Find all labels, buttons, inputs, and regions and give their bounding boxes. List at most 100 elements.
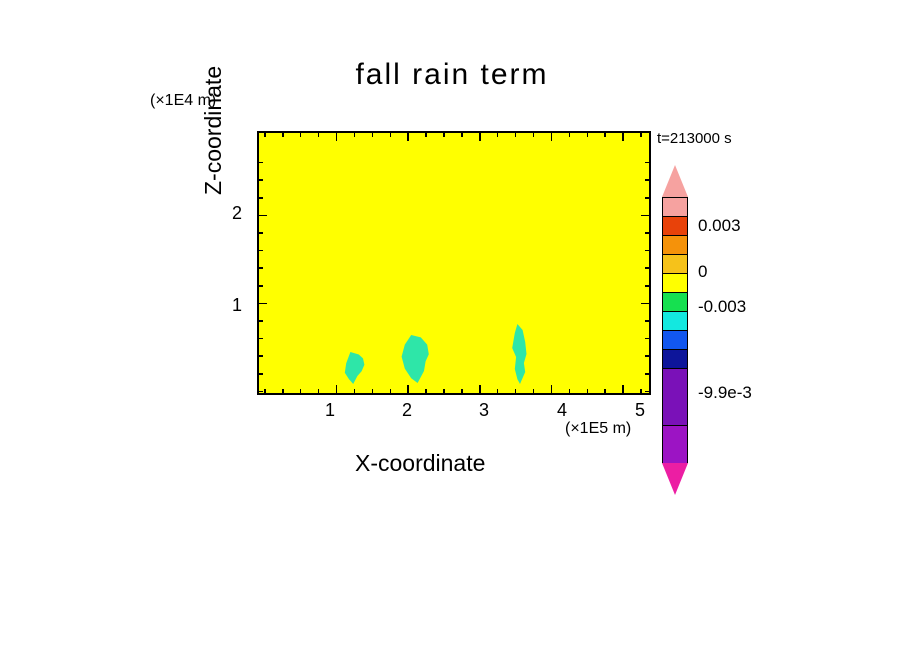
axis-tick-mark: [257, 373, 263, 375]
axis-tick-mark: [461, 131, 463, 137]
colorbar-segment-5: [662, 292, 688, 311]
x-tick-label-1[interactable]: 1: [325, 400, 335, 421]
page-title: fall rain term: [0, 58, 904, 92]
axis-tick-mark: [336, 385, 338, 395]
axis-tick-mark: [604, 389, 606, 395]
colorbar-segment-7: [662, 330, 688, 349]
y-tick-label-2[interactable]: 2: [232, 203, 242, 224]
axis-tick-mark: [645, 179, 651, 181]
axis-tick-mark: [551, 385, 553, 395]
x-tick-label-5[interactable]: 5: [635, 400, 645, 421]
rain-blob-middle: [400, 335, 432, 383]
rain-blob-left: [342, 352, 370, 384]
axis-tick-mark: [641, 215, 651, 217]
axis-tick-mark: [257, 355, 263, 357]
colorbar-segment-6: [662, 311, 688, 330]
axis-tick-mark: [257, 162, 263, 164]
plot-area: [257, 131, 651, 395]
x-tick-label-4[interactable]: 4: [557, 400, 567, 421]
colorbar-arrow-top: [662, 165, 688, 197]
axis-tick-mark: [354, 131, 356, 137]
axis-tick-mark: [479, 385, 481, 395]
axis-tick-mark: [622, 385, 624, 395]
axis-tick-mark: [569, 131, 571, 137]
axis-tick-mark: [257, 267, 263, 269]
colorbar-segment-0: [662, 197, 688, 216]
axis-tick-mark: [257, 338, 263, 340]
timestamp-label: t=213000 s: [657, 130, 732, 147]
axis-tick-mark: [641, 303, 651, 305]
axis-tick-mark: [645, 162, 651, 164]
x-axis-unit-label: (×1E5 m): [565, 420, 631, 438]
axis-tick-mark: [282, 131, 284, 137]
y-axis-title: Z-coordinate: [200, 66, 227, 195]
colorbar-segment-10: [662, 425, 688, 463]
axis-tick-mark: [587, 389, 589, 395]
axis-tick-mark: [318, 389, 320, 395]
axis-tick-mark: [645, 232, 651, 234]
axis-tick-mark: [264, 131, 266, 137]
axis-tick-mark: [257, 215, 267, 217]
axis-tick-mark: [354, 389, 356, 395]
colorbar-tick-label-1: 0: [698, 262, 707, 282]
axis-tick-mark: [257, 197, 263, 199]
colorbar-segment-4: [662, 273, 688, 292]
axis-tick-mark: [257, 232, 263, 234]
axis-tick-mark: [604, 131, 606, 137]
colorbar: [662, 165, 688, 495]
axis-tick-mark: [318, 131, 320, 137]
axis-tick-mark: [282, 389, 284, 395]
axis-tick-mark: [443, 131, 445, 137]
axis-tick-mark: [479, 131, 481, 141]
axis-tick-mark: [264, 389, 266, 395]
axis-tick-mark: [336, 131, 338, 141]
axis-tick-mark: [569, 389, 571, 395]
axis-tick-mark: [257, 320, 263, 322]
axis-tick-mark: [497, 131, 499, 137]
x-tick-label-3[interactable]: 3: [479, 400, 489, 421]
axis-tick-mark: [622, 131, 624, 141]
axis-tick-mark: [640, 131, 642, 137]
axis-tick-mark: [645, 197, 651, 199]
axis-tick-mark: [515, 389, 517, 395]
colorbar-tick-label-0: 0.003: [698, 216, 741, 236]
colorbar-arrow-bottom: [662, 463, 688, 495]
colorbar-segment-1: [662, 216, 688, 235]
axis-tick-mark: [372, 389, 374, 395]
rain-blob-right: [507, 324, 533, 384]
axis-tick-mark: [300, 131, 302, 137]
axis-tick-mark: [645, 285, 651, 287]
colorbar-tick-label-2: -0.003: [698, 297, 746, 317]
axis-tick-mark: [645, 355, 651, 357]
x-axis-title: X-coordinate: [355, 450, 485, 477]
colorbar-segment-3: [662, 254, 688, 273]
axis-tick-mark: [461, 389, 463, 395]
axis-tick-mark: [551, 131, 553, 141]
axis-tick-mark: [390, 131, 392, 137]
axis-tick-mark: [645, 267, 651, 269]
axis-tick-mark: [645, 338, 651, 340]
axis-tick-mark: [257, 391, 263, 393]
axis-tick-mark: [640, 389, 642, 395]
axis-tick-mark: [425, 389, 427, 395]
axis-tick-mark: [533, 131, 535, 137]
axis-tick-mark: [425, 131, 427, 137]
colorbar-segment-9: [662, 368, 688, 425]
axis-tick-mark: [645, 391, 651, 393]
axis-tick-mark: [257, 285, 263, 287]
colorbar-tick-label-3: -9.9e-3: [698, 383, 752, 403]
axis-tick-mark: [372, 131, 374, 137]
axis-tick-mark: [645, 320, 651, 322]
axis-tick-mark: [533, 389, 535, 395]
axis-tick-mark: [587, 131, 589, 137]
axis-tick-mark: [257, 303, 267, 305]
y-tick-label-1[interactable]: 1: [232, 295, 242, 316]
axis-tick-mark: [257, 179, 263, 181]
axis-tick-mark: [645, 250, 651, 252]
axis-tick-mark: [407, 385, 409, 395]
axis-tick-mark: [645, 373, 651, 375]
colorbar-segment-2: [662, 235, 688, 254]
x-tick-label-2[interactable]: 2: [402, 400, 412, 421]
axis-tick-mark: [300, 389, 302, 395]
axis-tick-mark: [443, 389, 445, 395]
